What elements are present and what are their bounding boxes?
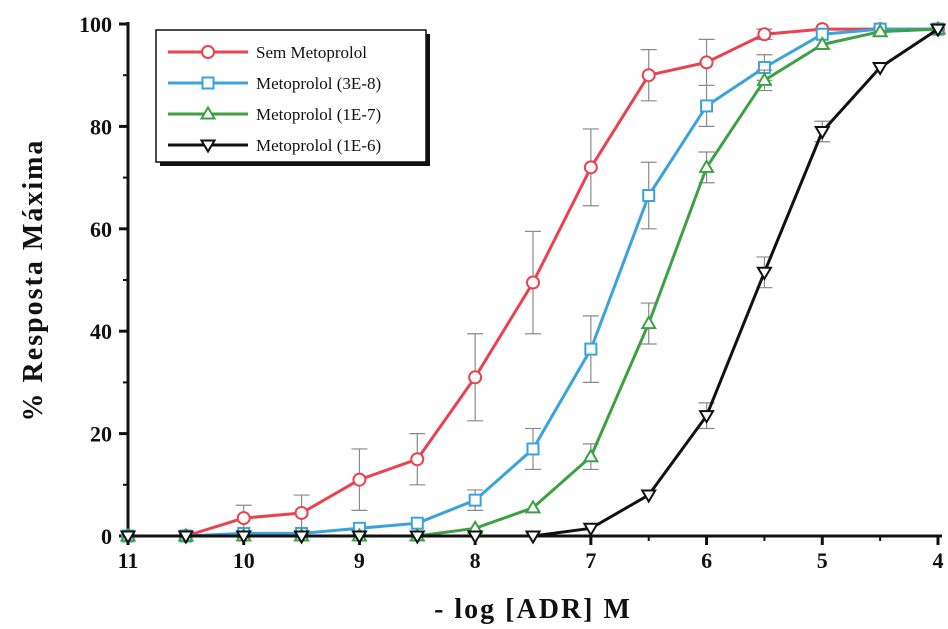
x-tick-label: 11 <box>118 548 139 573</box>
data-point <box>351 530 368 545</box>
data-point <box>640 489 657 504</box>
series-metoprolol-3e-8 <box>121 22 945 543</box>
x-tick-label: 10 <box>233 548 255 573</box>
y-tick-label: 40 <box>90 319 112 344</box>
data-point <box>468 370 483 385</box>
data-point <box>468 493 482 507</box>
y-ticks: 0 20 40 60 80 100 <box>79 12 128 549</box>
x-tick-label: 6 <box>701 548 712 573</box>
x-tick-label: 7 <box>585 548 596 573</box>
legend-label: Metoprolol (1E-6) <box>256 136 381 155</box>
legend-label: Sem Metoprolol <box>256 43 367 62</box>
data-point <box>526 442 540 456</box>
data-point <box>352 472 367 487</box>
data-point <box>698 158 715 173</box>
data-point <box>699 55 714 70</box>
data-point <box>582 448 600 463</box>
data-point <box>199 139 217 154</box>
y-tick-label: 0 <box>101 524 112 549</box>
data-point <box>640 315 657 330</box>
data-point <box>756 71 773 86</box>
x-tick-label: 4 <box>933 548 944 573</box>
data-point <box>642 189 656 203</box>
data-point <box>293 530 310 545</box>
y-tick-label: 20 <box>90 422 112 447</box>
data-point <box>700 99 714 113</box>
data-point <box>201 45 215 59</box>
data-point <box>199 105 217 120</box>
data-point <box>410 452 425 467</box>
data-point <box>466 530 484 545</box>
data-point <box>698 410 715 425</box>
data-point <box>294 505 309 520</box>
data-point <box>410 516 424 530</box>
data-point <box>757 27 772 42</box>
data-point <box>119 530 137 545</box>
data-point <box>929 23 947 38</box>
data-point <box>236 511 251 526</box>
data-point <box>814 125 831 140</box>
data-point <box>524 530 542 545</box>
series-layer <box>119 20 947 545</box>
data-point <box>871 61 889 76</box>
data-point <box>582 522 600 537</box>
legend: Sem Metoprolol Metoprolol (3E-8) Metoprolo… <box>155 29 430 166</box>
x-tick-label: 8 <box>470 548 481 573</box>
y-tick-label: 100 <box>79 12 112 37</box>
x-tick-label: 9 <box>354 548 365 573</box>
data-point <box>641 68 656 83</box>
data-point <box>409 530 426 545</box>
x-axis-label: - log [ADR] M <box>434 594 632 625</box>
x-tick-label: 5 <box>817 548 828 573</box>
legend-label: Metoprolol (3E-8) <box>256 74 381 93</box>
data-point <box>177 530 195 545</box>
data-point <box>201 76 215 90</box>
data-point <box>583 160 598 175</box>
y-tick-label: 80 <box>90 114 112 139</box>
data-point <box>871 23 889 38</box>
y-axis-label: % Resposta Máxima <box>18 139 49 422</box>
legend-label: Metoprolol (1E-7) <box>256 105 381 124</box>
data-point <box>584 342 598 356</box>
data-point <box>526 275 540 290</box>
data-point <box>524 499 542 514</box>
data-point <box>235 530 252 545</box>
series-metoprolol-1e-6 <box>119 23 947 545</box>
y-tick-label: 60 <box>90 217 112 242</box>
data-point <box>814 36 831 51</box>
data-point <box>756 266 773 281</box>
